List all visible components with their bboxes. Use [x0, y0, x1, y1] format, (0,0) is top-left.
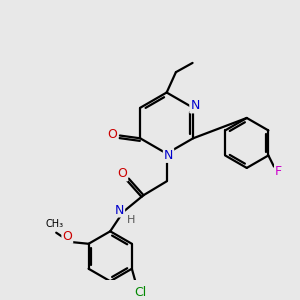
Text: O: O	[62, 230, 72, 243]
Text: N: N	[164, 149, 173, 162]
Text: O: O	[107, 128, 117, 141]
Text: O: O	[117, 167, 127, 180]
Text: CH₃: CH₃	[45, 219, 63, 230]
Text: N: N	[115, 203, 124, 217]
Text: H: H	[127, 215, 136, 225]
Text: Cl: Cl	[134, 286, 146, 299]
Text: F: F	[275, 165, 282, 178]
Text: N: N	[190, 99, 200, 112]
